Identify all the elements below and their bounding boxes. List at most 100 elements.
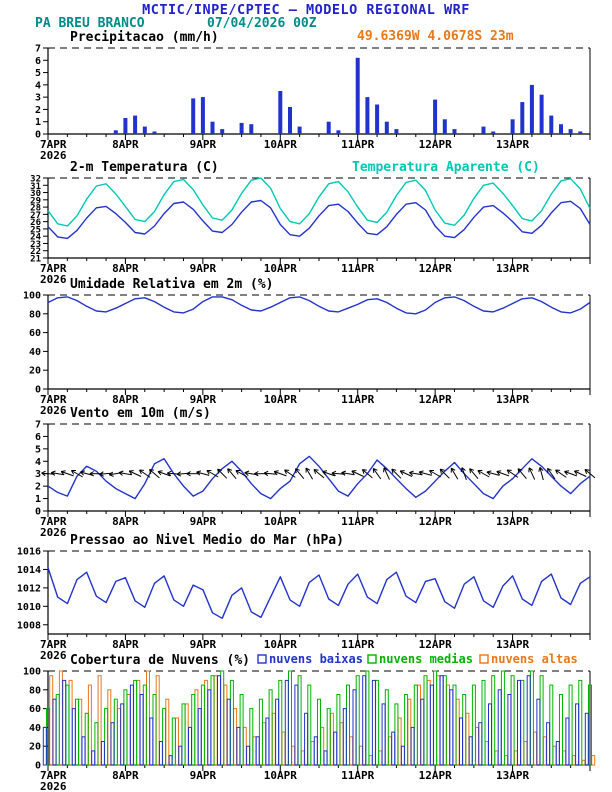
- wind-barb-head: [528, 467, 534, 471]
- y-tick-label: 4: [35, 80, 41, 91]
- wind-barb-head: [573, 470, 578, 475]
- cloud-bar: [529, 670, 534, 766]
- cloud-bar: [471, 684, 476, 766]
- cloud-bar: [571, 755, 576, 766]
- cloud-bar: [313, 736, 318, 766]
- cloud-bar: [246, 745, 251, 766]
- cloud-bar: [68, 679, 73, 766]
- cloud-bar: [233, 708, 238, 766]
- x-tick-label: 8APR: [112, 262, 139, 275]
- cloud-bar: [488, 703, 492, 766]
- cloud-bars-nuvens-medias: [46, 670, 592, 766]
- y-tick-label: 100: [23, 667, 41, 678]
- wind-barb-shaft: [351, 470, 364, 477]
- wind-barb-head: [118, 472, 123, 476]
- wind-barb-shaft: [477, 470, 490, 478]
- wind-barb-shaft: [71, 470, 83, 478]
- cloud-bar: [120, 703, 125, 766]
- wind-barb-shaft: [486, 471, 500, 476]
- y-tick-label: 20: [29, 742, 41, 753]
- x-tick-label: 9APR: [190, 262, 217, 275]
- cloud-bar: [339, 722, 344, 766]
- cloud-bar: [326, 708, 331, 766]
- cloud-bar: [158, 741, 163, 766]
- x-tick-label: 12APR: [419, 393, 452, 406]
- x-tick-label: 12APR: [419, 138, 452, 151]
- cloud-bar: [149, 717, 154, 766]
- year-label: 2026: [40, 273, 67, 286]
- cloud-bar: [391, 731, 396, 766]
- cloud-bar: [281, 731, 286, 766]
- precip-bar: [559, 124, 563, 134]
- y-tick-label: 1: [35, 117, 41, 128]
- cloud-bar: [91, 750, 96, 766]
- cloud-bar: [452, 684, 457, 766]
- y-tick-label: 28: [30, 204, 41, 214]
- precip-bar: [539, 94, 544, 134]
- cloud-bar: [275, 698, 280, 766]
- x-tick-label: 10APR: [264, 262, 297, 275]
- y-tick-label: 0: [35, 507, 41, 518]
- wind-barb-head: [196, 471, 201, 476]
- wind-barb-head: [295, 468, 300, 471]
- cloud-bar: [423, 675, 428, 766]
- precip-bar: [113, 130, 118, 134]
- wind-barb-head: [486, 471, 491, 476]
- cloud-bar: [526, 675, 531, 766]
- wind-barb-shaft: [419, 471, 432, 476]
- wind-barb-head: [263, 470, 269, 474]
- wind-barb-head: [409, 472, 414, 476]
- x-tick-label: 8APR: [112, 638, 139, 651]
- cloud-bar: [520, 679, 525, 766]
- wind-barb-head: [399, 470, 404, 475]
- wind-barb-head: [244, 472, 249, 476]
- y-tick-label: 4: [35, 457, 41, 468]
- wind-barb-shaft: [528, 467, 536, 480]
- cloud-bar: [81, 736, 86, 766]
- cloud-bar: [197, 708, 202, 766]
- wind-barb-head: [196, 470, 202, 473]
- cloud-bar: [317, 698, 321, 766]
- wind-barb-shaft: [139, 469, 151, 478]
- wind-barb-shaft: [51, 472, 65, 476]
- wind-barb-head: [274, 470, 279, 472]
- cloud-bar: [481, 679, 486, 766]
- wind-barb-shaft: [439, 468, 450, 479]
- wind-barb-head: [351, 470, 355, 475]
- wind-barb-head: [284, 469, 287, 475]
- cloud-bar: [510, 675, 515, 766]
- wind-barb-head: [564, 471, 568, 476]
- y-tick-label: 27: [30, 211, 41, 221]
- y-tick-label: 80: [29, 685, 41, 696]
- cloud-bar: [446, 684, 450, 766]
- precip-bar: [123, 118, 128, 134]
- precip-bar: [491, 131, 496, 134]
- wind-barb-head: [460, 467, 463, 473]
- cloud-bar: [184, 703, 189, 766]
- cloud-bar: [494, 750, 499, 766]
- wind-barb-head: [313, 469, 317, 474]
- cloud-bar: [336, 694, 341, 766]
- y-tick-label: 80: [29, 309, 41, 320]
- x-tick-label: 11APR: [341, 393, 374, 406]
- cloud-bar: [584, 712, 589, 766]
- wind-barb-head: [418, 471, 423, 476]
- cloud-bar: [223, 684, 228, 766]
- cloud-bar: [342, 708, 347, 766]
- wind-barb-head: [440, 468, 445, 471]
- panel-title-pressure: Pressao ao Nivel Medio do Mar (hPa): [70, 533, 344, 548]
- x-tick-label: 11APR: [341, 638, 374, 651]
- cloud-bar: [439, 675, 444, 766]
- wind-barb-shaft: [99, 472, 113, 475]
- cloud-bar: [249, 708, 254, 766]
- cloud-bar: [426, 679, 431, 766]
- wind-barb-head: [176, 473, 182, 477]
- precip-bar: [278, 91, 283, 134]
- y-tick-label: 3: [35, 93, 41, 104]
- cloud-bar: [194, 689, 199, 766]
- cloud-bar: [546, 722, 551, 766]
- panel-title-clouds: Cobertura de Nuvens (%): [70, 653, 250, 668]
- x-tick-label: 11APR: [341, 515, 374, 528]
- wind-barb-head: [149, 469, 152, 474]
